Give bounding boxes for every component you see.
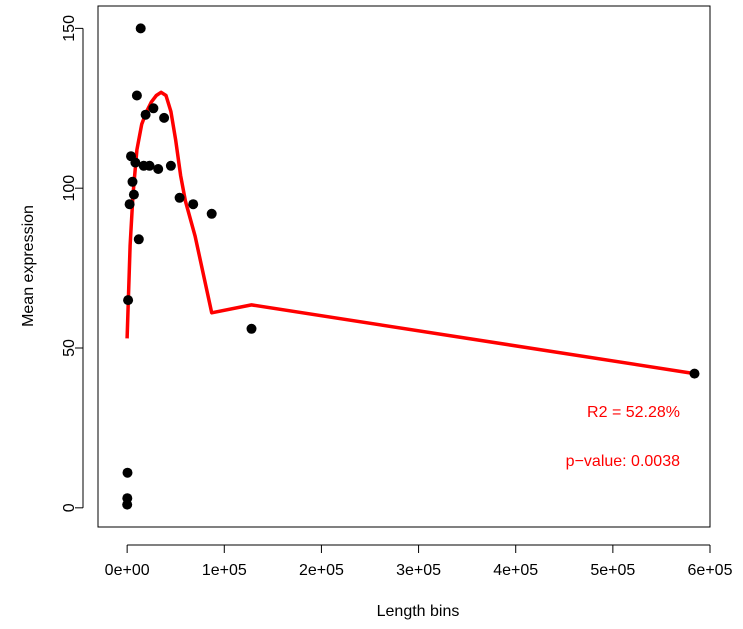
data-point bbox=[165, 160, 176, 171]
data-point bbox=[130, 157, 141, 168]
data-point bbox=[246, 323, 257, 334]
y-tick-label: 150 bbox=[61, 15, 78, 42]
data-point bbox=[123, 295, 134, 306]
fit-line bbox=[125, 90, 695, 376]
x-axis-title: Length bins bbox=[377, 603, 460, 620]
data-point bbox=[188, 199, 199, 210]
x-tick-label: 5e+05 bbox=[590, 562, 635, 579]
data-point bbox=[124, 199, 135, 210]
data-point bbox=[140, 109, 151, 120]
data-point bbox=[133, 234, 144, 245]
data-point bbox=[122, 493, 133, 504]
y-tick-label: 50 bbox=[61, 339, 78, 357]
y-axis-title: Mean expression bbox=[20, 205, 37, 327]
points-layer bbox=[122, 23, 700, 510]
data-point bbox=[153, 164, 164, 174]
y-tick-label: 0 bbox=[61, 503, 78, 512]
r2-annotation: R2 = 52.28% bbox=[587, 404, 680, 421]
data-point bbox=[174, 192, 185, 203]
x-axis: 0e+00 1e+05 2e+05 3e+05 4e+05 5e+05 6e+05 bbox=[105, 544, 733, 579]
data-point bbox=[122, 467, 133, 478]
data-point bbox=[128, 189, 139, 200]
data-point bbox=[148, 103, 159, 114]
x-tick-label: 4e+05 bbox=[493, 562, 538, 579]
x-tick-label: 0e+00 bbox=[105, 562, 150, 579]
p-value-annotation: p−value: 0.0038 bbox=[566, 453, 680, 470]
plot-box bbox=[97, 5, 711, 528]
data-point bbox=[689, 368, 700, 379]
x-tick-label: 6e+05 bbox=[688, 562, 733, 579]
data-point bbox=[144, 160, 155, 171]
y-axis: 0 50 100 150 bbox=[61, 15, 84, 512]
x-tick-label: 1e+05 bbox=[202, 562, 247, 579]
y-tick-label: 100 bbox=[61, 175, 78, 202]
data-point bbox=[131, 90, 142, 101]
data-point bbox=[127, 176, 138, 187]
data-point bbox=[135, 23, 146, 34]
fit-line-layer bbox=[125, 90, 695, 376]
x-tick-label: 3e+05 bbox=[396, 562, 441, 579]
data-point bbox=[206, 208, 217, 219]
x-tick-label: 2e+05 bbox=[299, 562, 344, 579]
data-point bbox=[159, 112, 170, 123]
